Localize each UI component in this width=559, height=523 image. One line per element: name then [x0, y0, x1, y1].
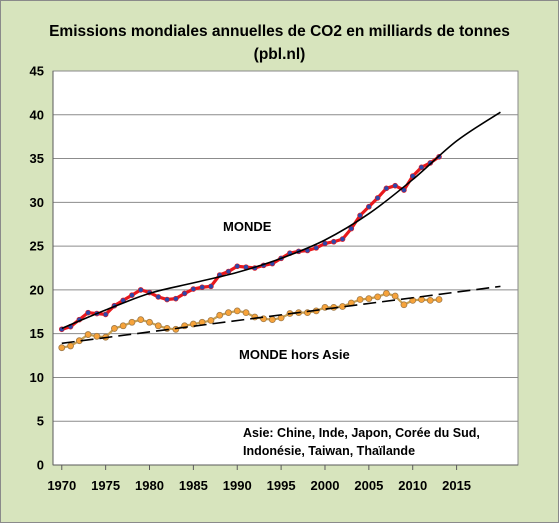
- chart-subtitle: (pbl.nl): [253, 46, 306, 63]
- data-point-world: [330, 238, 337, 245]
- data-point-world: [374, 195, 381, 201]
- data-point-world_ex_asia: [119, 322, 127, 330]
- data-point-world_ex_asia: [356, 296, 364, 303]
- axes: [52, 71, 518, 470]
- annotation-world-ex-asia: MONDE hors Asie: [239, 347, 350, 362]
- y-tick-label: 20: [30, 282, 44, 297]
- data-point-world_ex_asia: [207, 317, 215, 324]
- x-tick-label: 2015: [442, 478, 471, 493]
- data-point-world: [225, 268, 232, 275]
- x-tick-label: 1975: [91, 478, 120, 493]
- y-tick-label: 25: [30, 239, 44, 254]
- y-tick-label: 30: [30, 195, 44, 210]
- annotation-asia-note-line1: Asie: Chine, Inde, Japon, Corée du Sud,: [243, 426, 480, 440]
- trend-line-world_ex_asia_trend: [61, 285, 501, 345]
- data-point-world: [102, 311, 109, 318]
- data-point-world: [357, 212, 363, 219]
- data-point-world_ex_asia: [400, 301, 408, 309]
- data-point-world_ex_asia: [111, 325, 118, 332]
- data-point-world_ex_asia: [435, 296, 443, 303]
- data-point-world: [313, 245, 320, 251]
- data-point-world: [339, 236, 346, 242]
- y-tick-labels: 0 5 10 15 20 25 30 35 40 45: [30, 64, 44, 473]
- data-point-world_ex_asia: [426, 296, 434, 304]
- data-point-world: [383, 185, 390, 192]
- x-tick-label: 1985: [179, 478, 208, 493]
- data-point-world: [418, 164, 425, 171]
- data-point-world_ex_asia: [225, 309, 232, 317]
- chart-title: Emissions mondiales annuelles de CO2 en …: [49, 23, 510, 40]
- data-point-world_ex_asia: [391, 292, 399, 300]
- data-point-world: [85, 309, 91, 316]
- x-tick-label: 1990: [223, 478, 252, 493]
- x-tick-labels: 1970 1975 1980 1985 1990 1995 2000 2005 2010 2015: [47, 478, 471, 493]
- data-point-world_ex_asia: [233, 307, 241, 315]
- data-point-world: [199, 284, 205, 291]
- data-point-world_ex_asia: [67, 342, 74, 350]
- data-point-world: [155, 294, 162, 300]
- x-tick-label: 1980: [135, 478, 164, 493]
- trend-line-world_trend: [61, 111, 501, 330]
- data-point-world_ex_asia: [374, 293, 382, 301]
- x-tick-label: 1995: [267, 478, 296, 493]
- x-tick-label: 2010: [398, 478, 427, 493]
- data-point-world_ex_asia: [365, 295, 373, 303]
- data-point-world_ex_asia: [93, 332, 101, 340]
- data-point-world_ex_asia: [146, 318, 153, 326]
- data-point-world: [181, 290, 188, 297]
- data-point-world_ex_asia: [84, 331, 92, 338]
- data-point-world_ex_asia: [128, 318, 136, 326]
- annotation-world: MONDE: [223, 219, 272, 234]
- data-point-world: [234, 263, 241, 270]
- data-point-world: [322, 240, 328, 247]
- data-point-world: [208, 283, 214, 290]
- x-tick-label: 1970: [47, 478, 76, 493]
- data-point-world_ex_asia: [137, 316, 145, 324]
- y-tick-label: 10: [30, 370, 44, 385]
- series-layer: [58, 111, 501, 352]
- data-point-world_ex_asia: [216, 311, 224, 319]
- x-tick-label: 2005: [354, 478, 383, 493]
- annotation-asia-note-line2: Indonésie, Taiwan, Thaïlande: [243, 444, 415, 458]
- y-tick-label: 45: [30, 64, 44, 79]
- y-tick-label: 0: [37, 458, 44, 473]
- data-point-world: [137, 287, 144, 293]
- data-point-world: [366, 203, 372, 210]
- data-point-world_ex_asia: [58, 344, 66, 352]
- data-point-world: [164, 296, 170, 303]
- y-tick-label: 35: [30, 151, 44, 166]
- data-point-world: [392, 182, 398, 189]
- x-tick-label: 2000: [311, 478, 340, 493]
- data-point-world_ex_asia: [242, 309, 250, 317]
- data-point-world_ex_asia: [154, 322, 162, 330]
- data-point-world_ex_asia: [268, 316, 276, 324]
- y-tick-label: 5: [37, 414, 44, 429]
- plot-area: [52, 70, 519, 466]
- y-tick-label: 40: [30, 107, 44, 122]
- data-point-world: [173, 295, 179, 302]
- data-point-world_ex_asia: [382, 289, 390, 297]
- data-point-world: [190, 286, 197, 292]
- data-point-world: [129, 292, 135, 298]
- y-tick-label: 15: [30, 326, 44, 341]
